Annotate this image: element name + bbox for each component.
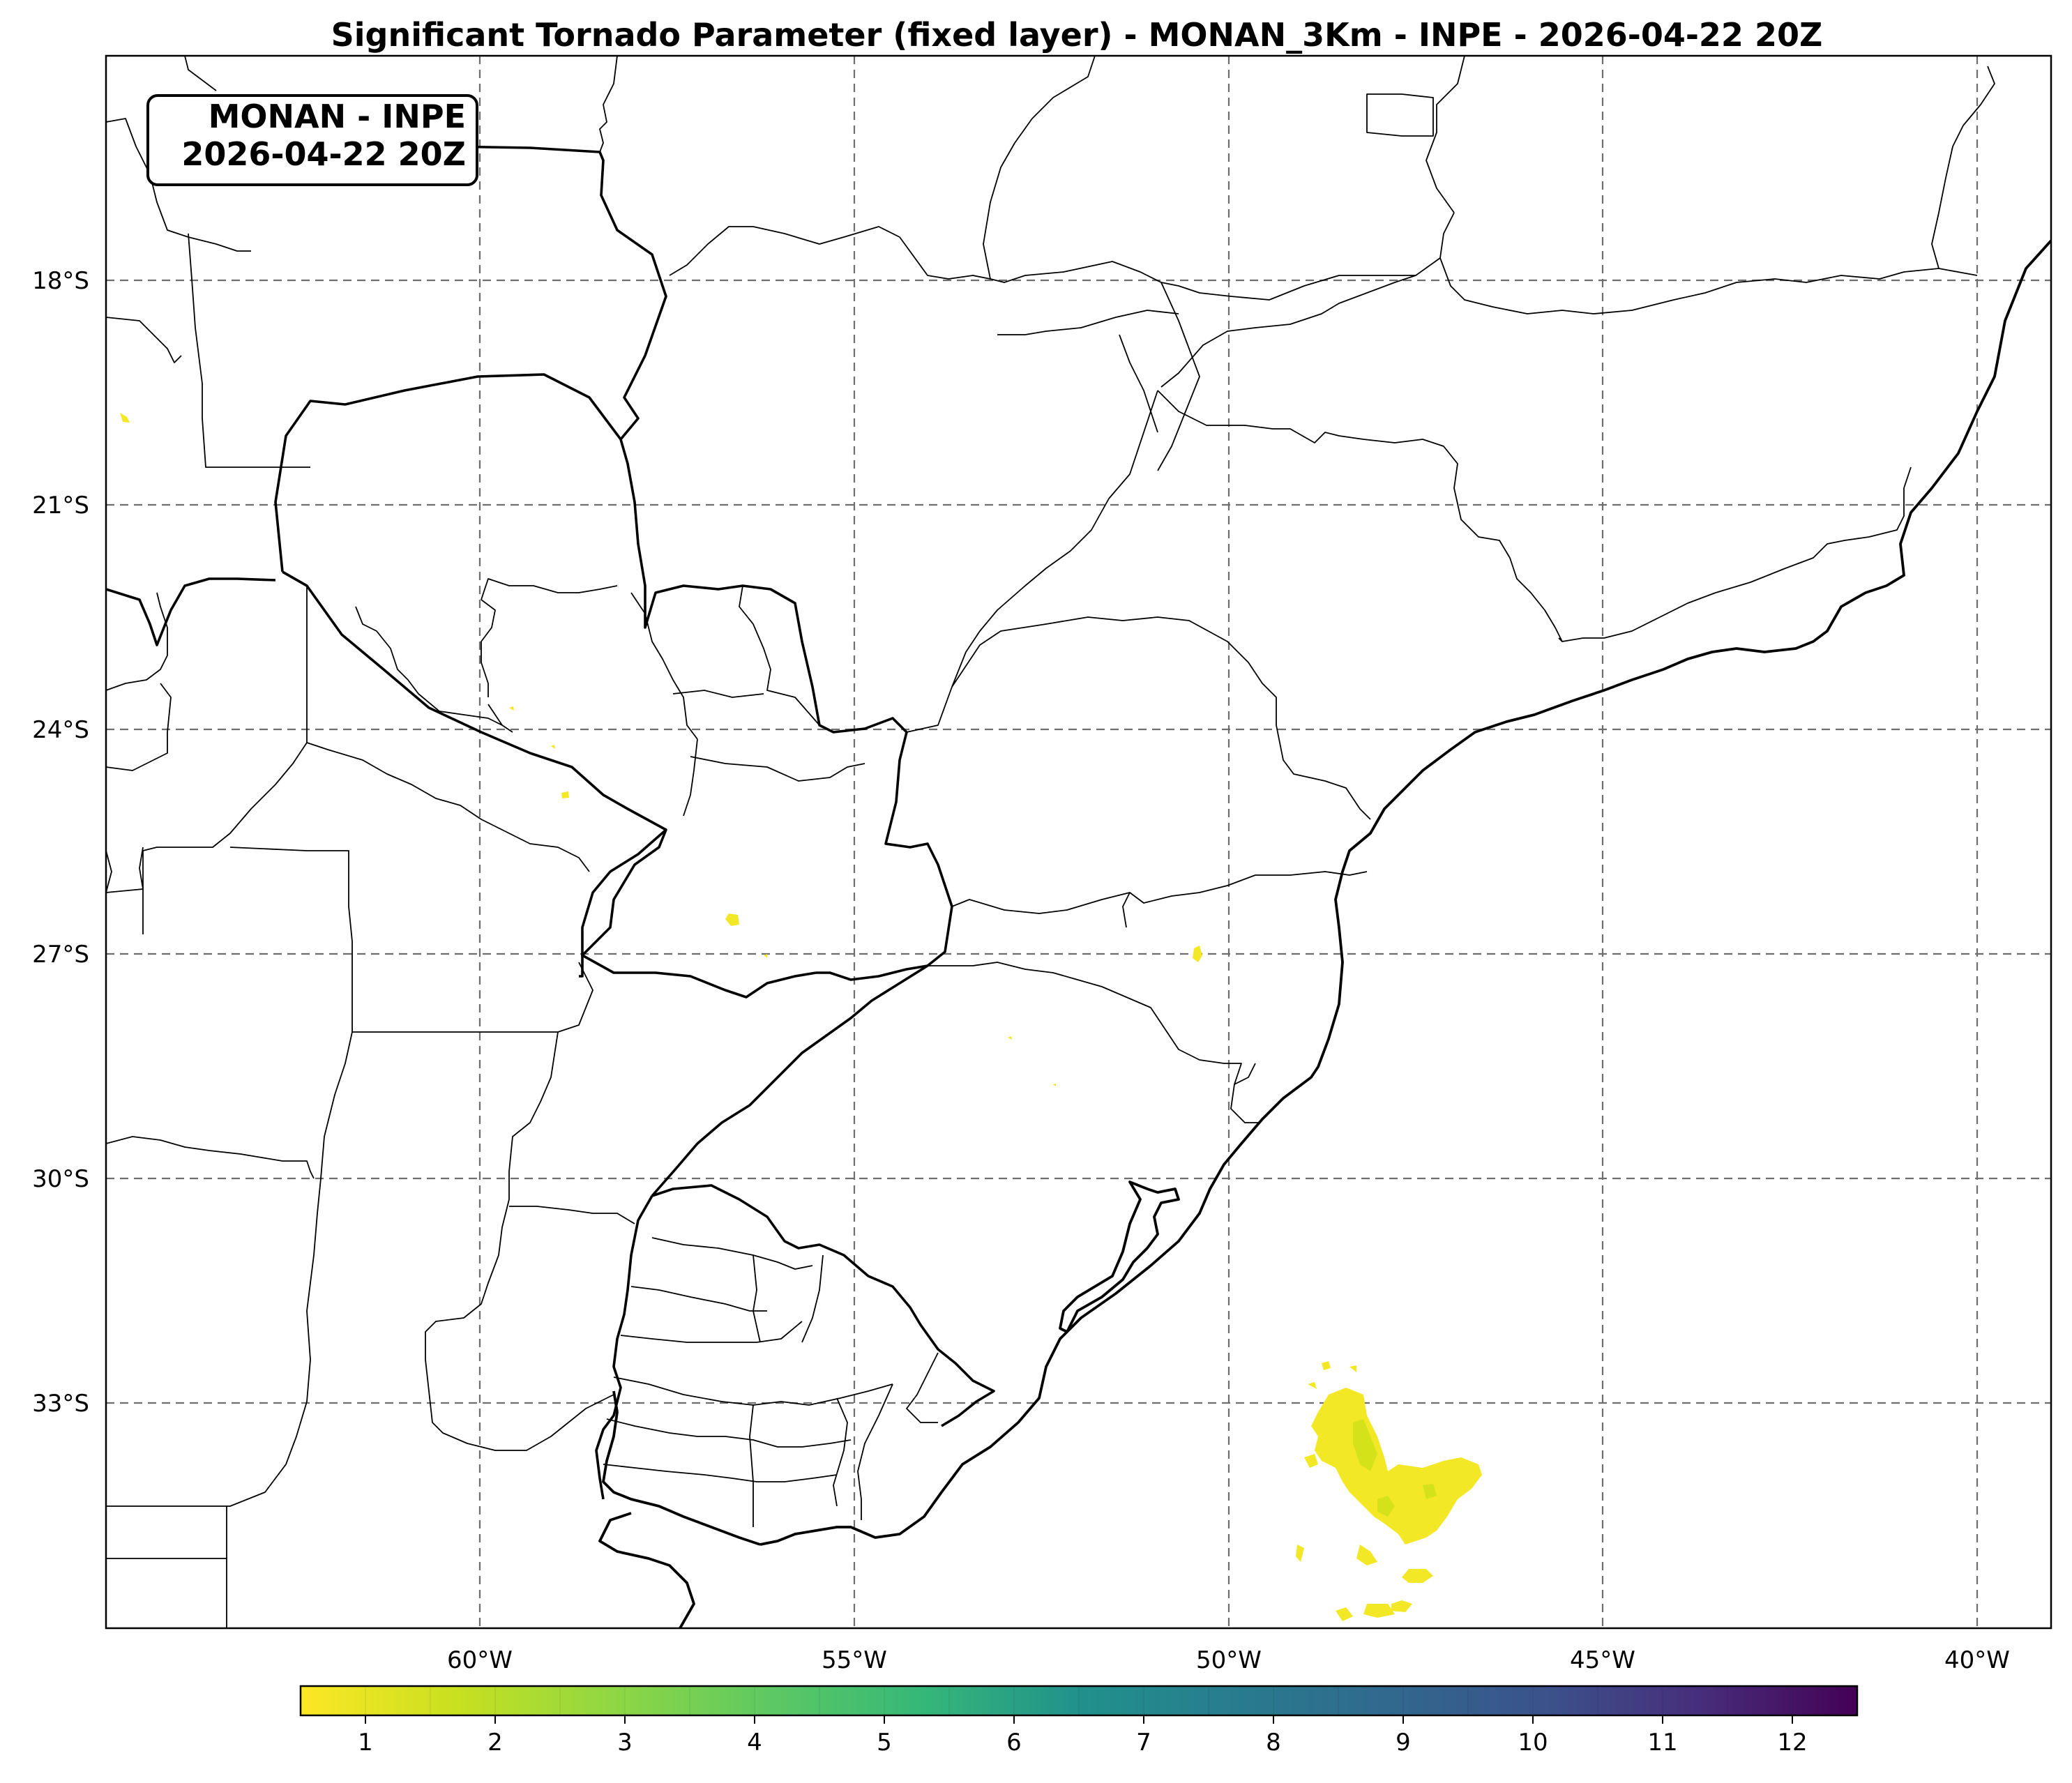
colorbar-tick-label: 9 [1396,1729,1411,1757]
lat-label: 24°S [32,716,89,744]
lat-label: 18°S [32,267,89,295]
colorbar-tick-label: 8 [1266,1729,1281,1757]
international-borders [106,131,995,1500]
lon-label: 55°W [822,1646,887,1674]
lon-label: 60°W [447,1646,513,1674]
map-area [106,56,2051,1628]
colorbar-tick-label: 11 [1647,1729,1677,1757]
colorbar-tick-label: 3 [617,1729,633,1757]
colorbar-tick-label: 4 [747,1729,762,1757]
colorbar-tick-label: 12 [1777,1729,1807,1757]
lat-label: 27°S [32,941,89,969]
colorbar-tick-label: 10 [1518,1729,1548,1757]
colorbar: 1 2 3 4 5 6 7 8 9 10 11 12 [299,1685,1859,1757]
map-title: Significant Tornado Parameter (fixed lay… [331,16,1823,54]
colorbar-ticks: 1 2 3 4 5 6 7 8 9 10 11 12 [358,1686,1808,1757]
stp-field [120,413,1482,1621]
model-stamp: MONAN - INPE 2026-04-22 20Z [146,94,478,186]
colorbar-gradient [299,1685,1859,1717]
lon-label: 50°W [1196,1646,1262,1674]
lat-label: 33°S [32,1390,89,1418]
lat-label: 21°S [32,492,89,519]
lon-axis: 60°W 55°W 50°W 45°W 40°W [447,1646,2010,1674]
colorbar-tick-label: 7 [1136,1729,1151,1757]
colorbar-tick-label: 1 [358,1729,373,1757]
colorbar-tick-label: 2 [487,1729,503,1757]
coastline [598,239,2051,1628]
map-frame [105,54,2052,1630]
colorbar-tick-label: 5 [877,1729,892,1757]
lat-label: 30°S [32,1165,89,1193]
colorbar-tick-label: 6 [1006,1729,1022,1757]
lon-label: 45°W [1570,1646,1635,1674]
state-borders [106,56,1995,1628]
stamp-line2: 2026-04-22 20Z [181,135,466,173]
lat-axis: 18°S 21°S 24°S 27°S 30°S 33°S [32,267,89,1418]
stamp-line1: MONAN - INPE [209,98,466,135]
gridlines [106,56,2051,1628]
lon-label: 40°W [1944,1646,2010,1674]
